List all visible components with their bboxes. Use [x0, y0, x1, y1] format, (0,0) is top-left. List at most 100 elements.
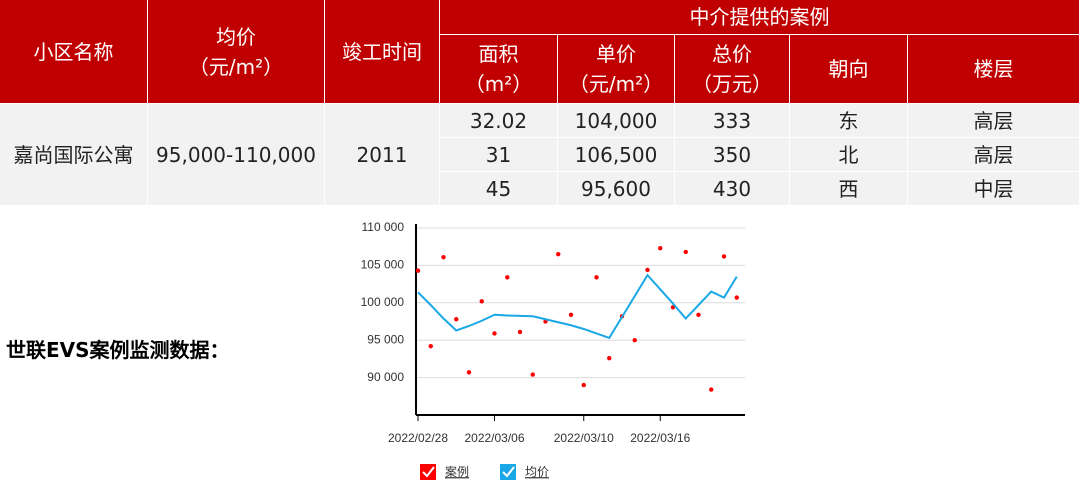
- case-cell: 333: [675, 104, 790, 138]
- cell-text: （万元）: [692, 72, 772, 96]
- cell-text: 单价: [596, 42, 636, 66]
- x-tick-label: 2022/03/10: [554, 431, 614, 445]
- case-point: [632, 338, 637, 343]
- cell-text: 430: [712, 176, 752, 201]
- cell-text: 350: [712, 142, 752, 167]
- case-point: [505, 275, 510, 280]
- case-point: [556, 251, 561, 257]
- cell-text: 45: [485, 176, 512, 201]
- case-cell: 104,000: [558, 104, 675, 138]
- case-cell: 45: [440, 172, 558, 206]
- cell-text: 小区名称: [33, 39, 114, 64]
- cell-text: 竣工时间: [342, 39, 422, 64]
- case-cell: 32.02: [440, 104, 558, 138]
- legend-label: 均价: [525, 465, 549, 479]
- legend-swatch: [500, 464, 516, 480]
- case-point: [594, 275, 599, 280]
- case-cell: 95,600: [558, 172, 675, 206]
- case-point: [607, 355, 612, 361]
- case-point: [696, 312, 701, 317]
- cell-text: 北: [838, 142, 859, 167]
- cell-text: 95,000-110,000: [156, 142, 316, 167]
- cell-text: 嘉尚国际公寓: [13, 142, 134, 167]
- cell-text: 106,500: [574, 142, 658, 167]
- cell-text: 31: [485, 142, 512, 167]
- y-tick-label: 90 000: [367, 370, 404, 384]
- cell-text: （元/m²）: [188, 54, 284, 79]
- legend-swatch: [420, 464, 436, 480]
- case-point: [645, 267, 650, 273]
- estate-cell: 2011: [325, 104, 440, 206]
- cell-text: （m²）: [464, 72, 533, 96]
- header-cell: 面积 （m²）: [440, 35, 558, 104]
- case-cell: 东: [790, 104, 908, 138]
- case-point: [683, 249, 688, 255]
- header-cell: 竣工时间: [325, 0, 440, 104]
- case-point: [479, 299, 484, 304]
- legend-check: [422, 466, 435, 478]
- cell-text: 均价: [216, 24, 256, 49]
- case-point: [721, 254, 727, 259]
- cell-text: （元/m²）: [568, 72, 664, 96]
- cell-text: 朝向: [828, 57, 869, 81]
- case-point: [466, 370, 472, 375]
- y-tick-label: 105 000: [361, 258, 405, 272]
- case-cell: 北: [790, 138, 908, 172]
- cell-text: 高层: [973, 142, 1014, 167]
- group-header: 中介提供的案例: [440, 0, 1080, 35]
- case-cell: 106,500: [558, 138, 675, 172]
- case-cell: 350: [675, 138, 790, 172]
- cell-text: 总价: [712, 42, 752, 66]
- estate-cell: 嘉尚国际公寓: [0, 104, 148, 206]
- header-cell: 小区名称: [0, 0, 148, 104]
- x-tick-label: 2022/03/16: [630, 431, 690, 445]
- x-tick-label: 2022/02/28: [388, 431, 448, 445]
- case-point: [441, 254, 446, 260]
- legend-check: [502, 466, 515, 478]
- y-tick-label: 100 000: [361, 295, 405, 309]
- cell-text: 95,600: [581, 176, 651, 201]
- monitor-label: 世联EVS案例监测数据：: [6, 338, 230, 362]
- cell-text: 面积: [478, 42, 519, 66]
- case-cell: 31: [440, 138, 558, 172]
- case-point: [734, 295, 739, 300]
- header-cell: 单价 （元/m²）: [558, 35, 675, 104]
- header-cell: 楼层: [908, 35, 1080, 104]
- y-tick-label: 110 000: [362, 220, 405, 234]
- cell-text: 32.02: [469, 108, 528, 133]
- case-cell: 高层: [908, 138, 1080, 172]
- header-cell: 总价 （万元）: [675, 35, 790, 104]
- chart-background: [323, 210, 885, 488]
- case-point: [568, 312, 574, 317]
- case-point: [492, 331, 497, 336]
- case-cell: 430: [675, 172, 790, 206]
- case-point: [517, 329, 523, 335]
- case-point: [530, 372, 535, 377]
- cell-text: 高层: [973, 108, 1014, 133]
- case-point: [709, 387, 714, 392]
- average-line: [417, 273, 738, 340]
- case-point: [428, 343, 433, 349]
- y-tick-label: 95 000: [367, 332, 404, 346]
- cell-text: 333: [712, 108, 752, 133]
- case-cell: 高层: [908, 104, 1080, 138]
- header-cell: 朝向: [790, 35, 908, 104]
- cell-text: 2011: [356, 142, 408, 167]
- case-cell: 中层: [908, 172, 1080, 206]
- case-point: [581, 382, 586, 388]
- case-point: [454, 317, 459, 322]
- estate-cell: 95,000-110,000: [148, 104, 325, 206]
- cell-text: 中介提供的案例: [689, 5, 830, 29]
- cell-text: 中层: [973, 176, 1014, 201]
- case-point: [670, 305, 676, 310]
- cell-text: 西: [838, 176, 859, 201]
- cell-text: 楼层: [973, 57, 1014, 81]
- case-point: [543, 319, 548, 324]
- case-point: [415, 268, 421, 273]
- legend-label: 案例: [445, 464, 469, 479]
- cell-text: 104,000: [574, 108, 658, 133]
- x-tick-label: 2022/03/06: [464, 431, 524, 445]
- cell-text: 东: [838, 108, 859, 133]
- case-point: [619, 314, 625, 319]
